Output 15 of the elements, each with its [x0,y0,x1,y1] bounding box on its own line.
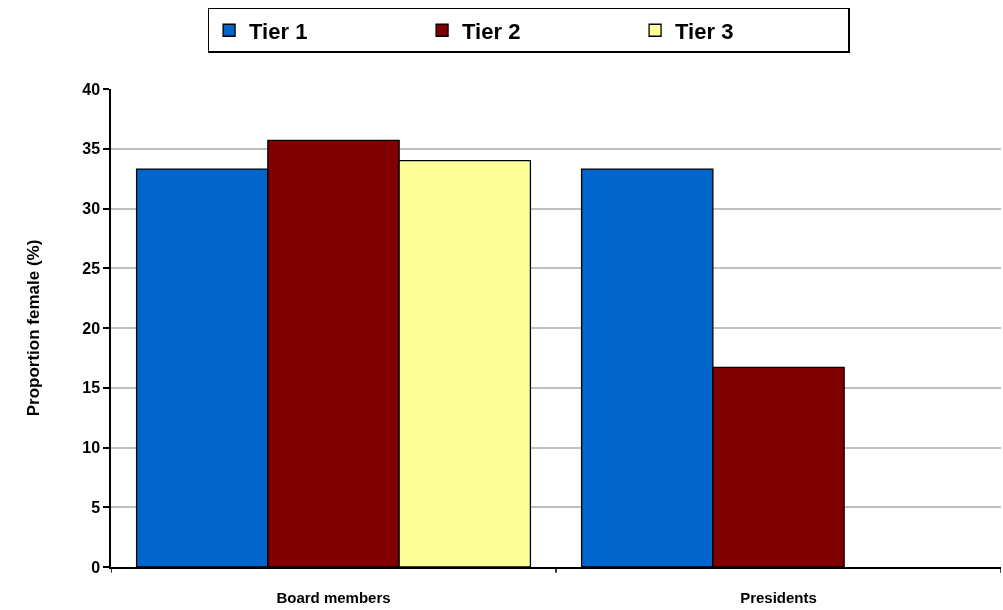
y-axis-title: Proportion female (%) [24,239,44,417]
x-tick-label: Board members [276,588,391,606]
y-tick-label: 15 [82,379,101,397]
y-tick-label: 40 [82,80,101,98]
y-tick-label: 10 [82,439,101,457]
legend-label: Tier 2 [462,18,521,44]
x-tick-label: Presidents [740,588,817,606]
y-tick-label: 30 [82,200,101,218]
y-tick-label: 5 [91,498,101,516]
legend-label: Tier 3 [675,18,734,44]
y-tick-label: 35 [82,140,101,158]
legend-label: Tier 1 [249,18,308,44]
y-tick-label: 25 [82,259,101,277]
y-tick-label: 20 [82,319,101,337]
y-tick-label: 0 [91,558,101,576]
